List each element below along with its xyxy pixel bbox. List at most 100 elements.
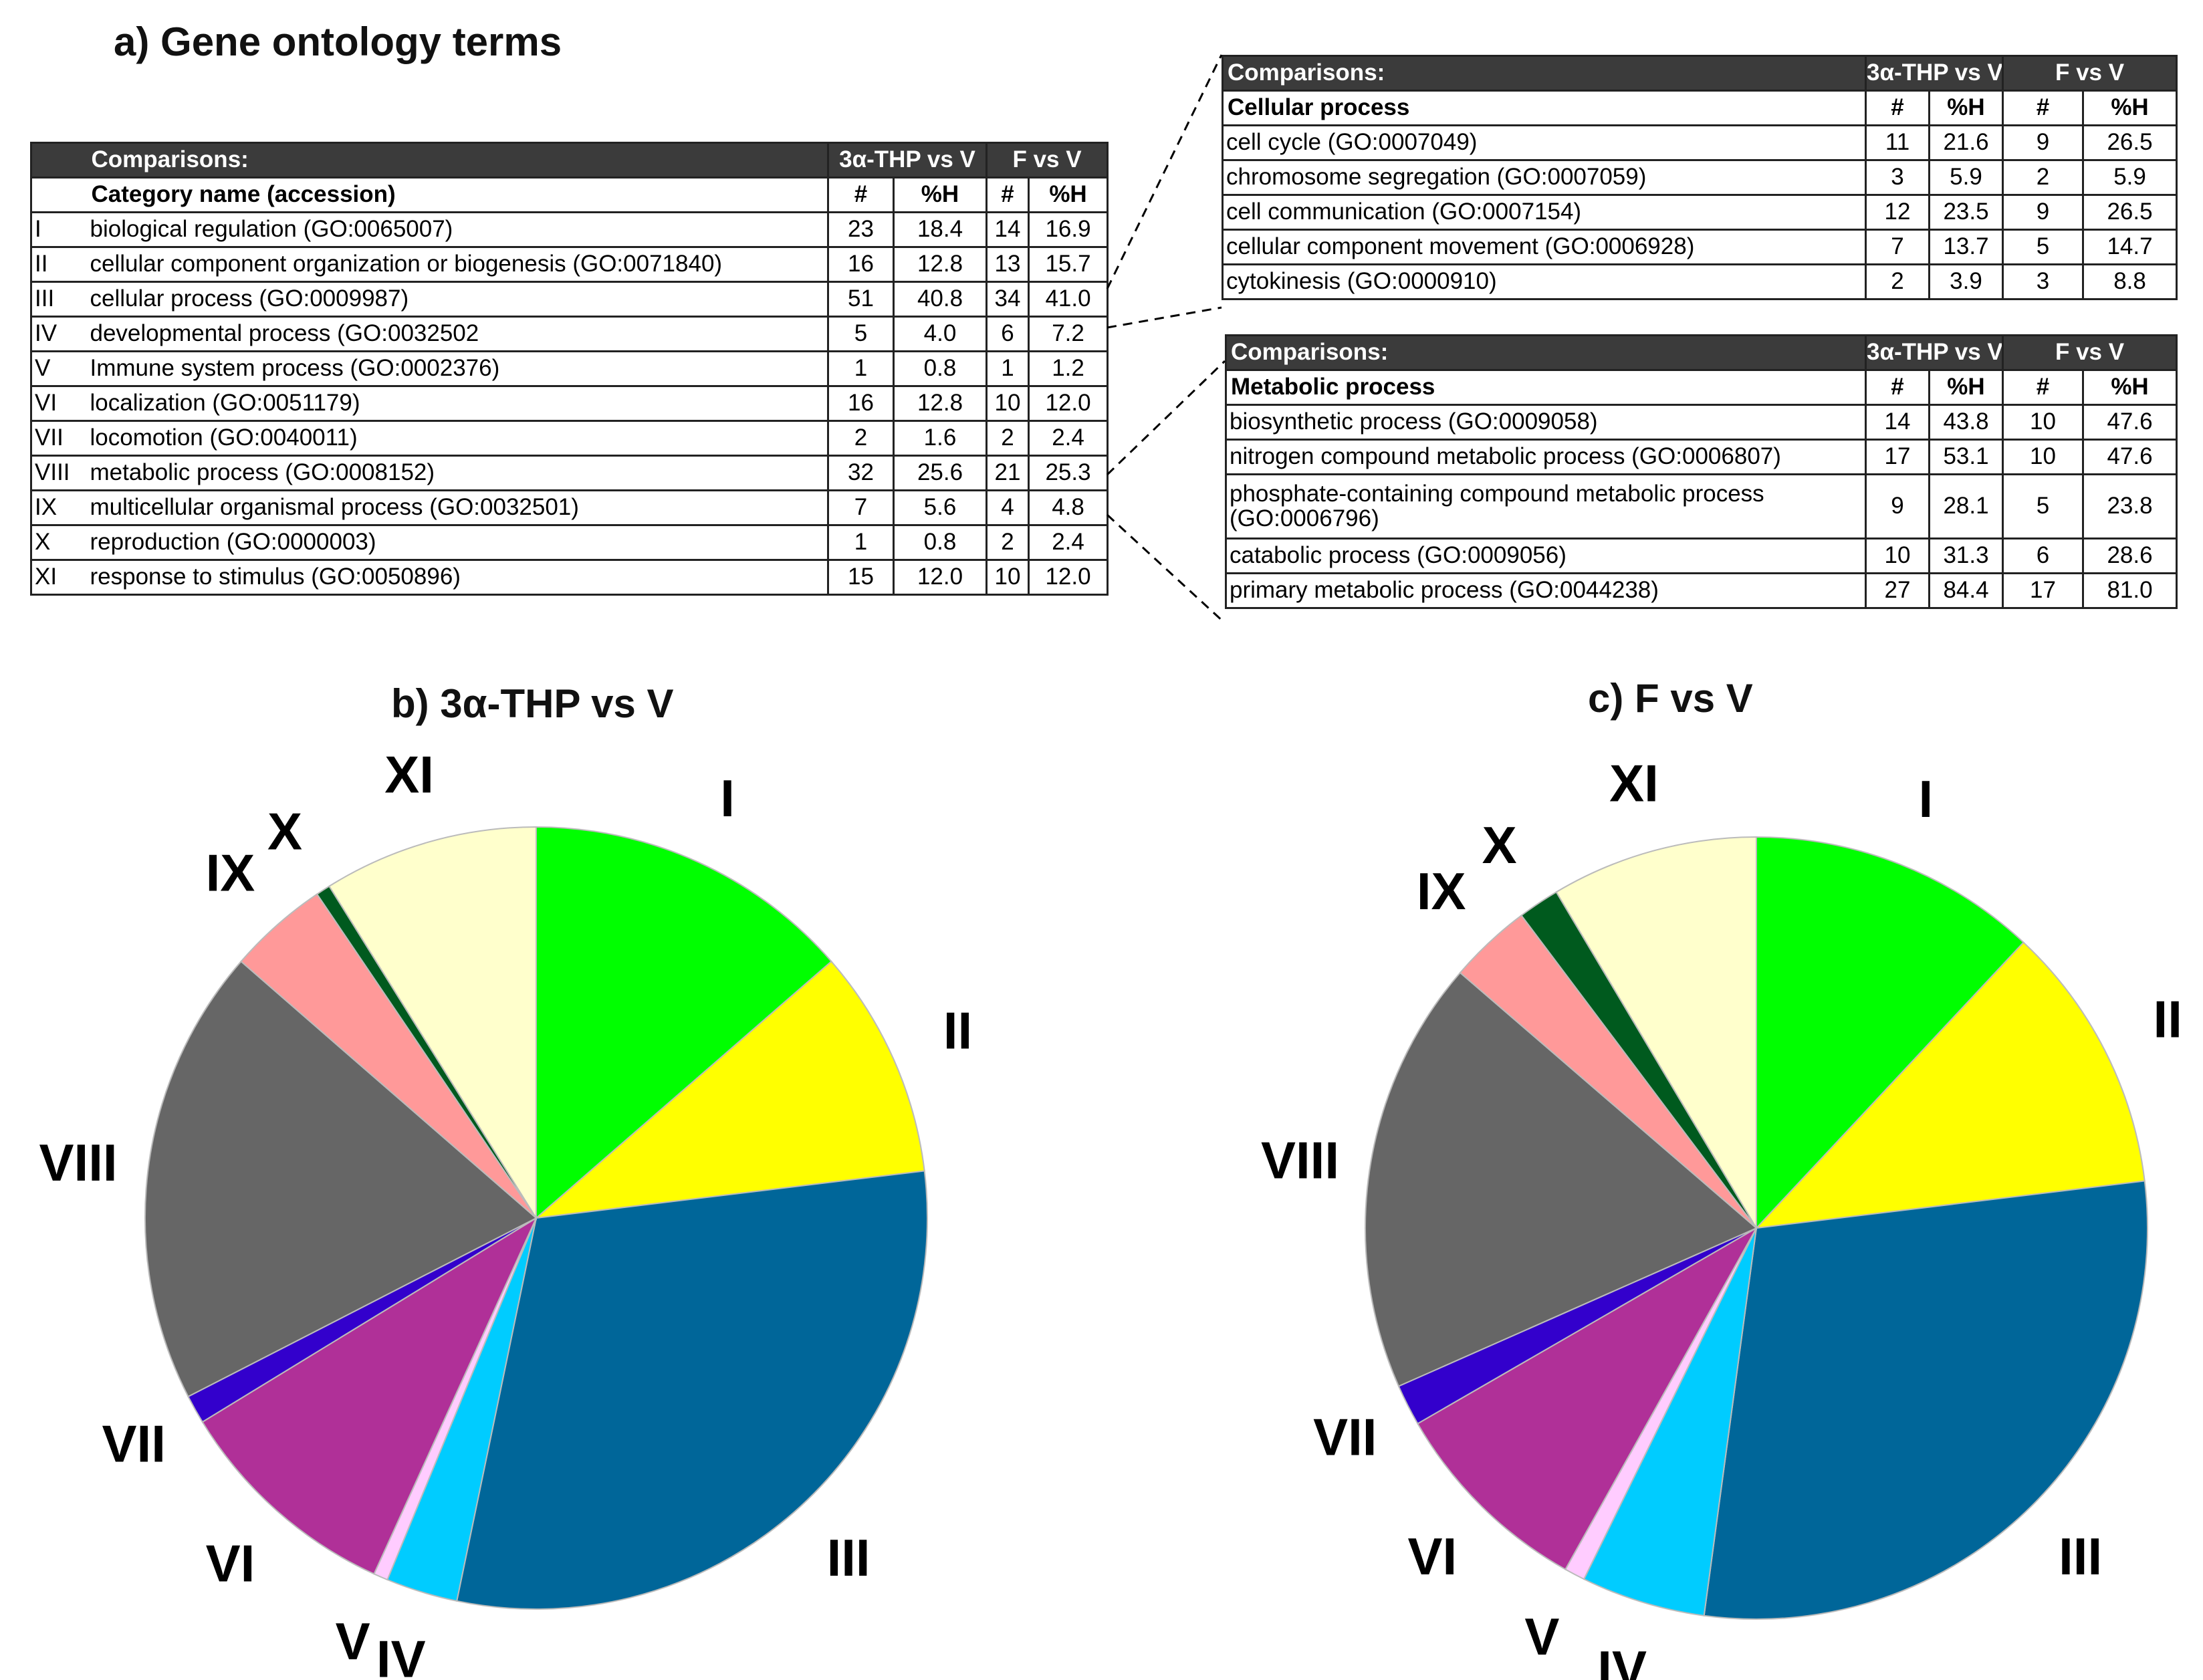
table-header-row: Comparisons: 3α-THP vs V F vs V: [30, 142, 1109, 178]
row-percent-f: 47.6: [2082, 439, 2178, 475]
row-count-f: 10: [985, 385, 1030, 422]
subheader-n1: #: [1865, 369, 1930, 406]
row-category-name: response to stimulus (GO:0050896): [87, 559, 829, 596]
row-percent-f: 81.0: [2082, 572, 2178, 609]
row-roman: V: [30, 350, 88, 387]
pie-label-ii: II: [943, 1001, 972, 1060]
subheader-n2: #: [985, 176, 1030, 213]
row-percent-3a-thp: 21.6: [1928, 124, 2004, 161]
row-count-f: 10: [2002, 439, 2085, 475]
header-group2: F vs V: [2002, 334, 2178, 371]
row-percent-3a-thp: 18.4: [892, 211, 988, 248]
header-group2: F vs V: [985, 142, 1109, 178]
row-category-name: locomotion (GO:0040011): [87, 420, 829, 457]
row-count-3a-thp: 27: [1865, 572, 1930, 609]
row-category-name: phosphate-containing compound metabolic …: [1225, 473, 1867, 539]
row-roman: I: [30, 211, 88, 248]
subheader-n2: #: [2002, 369, 2085, 406]
row-count-f: 10: [2002, 404, 2085, 441]
row-percent-3a-thp: 12.8: [892, 385, 988, 422]
subheader-category: Category name (accession): [87, 176, 829, 213]
row-count-3a-thp: 32: [827, 455, 895, 491]
row-count-f: 10: [985, 559, 1030, 596]
pie-slice-xi: [1555, 836, 1757, 1231]
row-count-f: 3: [2002, 263, 2085, 300]
header-comparisons: Comparisons:: [1222, 55, 1867, 92]
row-percent-f: 12.0: [1028, 385, 1109, 422]
connector-line-metabolic-bottom: [1106, 513, 1226, 624]
row-percent-f: 4.8: [1028, 489, 1109, 526]
row-category-name: Immune system process (GO:0002376): [87, 350, 829, 387]
table-subheader-row: Metabolic process # %H # %H: [1225, 369, 2178, 406]
table-row: cellular component movement (GO:0006928)…: [1222, 229, 2178, 265]
row-percent-f: 26.5: [2082, 194, 2178, 231]
subheader-h2: %H: [2082, 369, 2178, 406]
header-comparisons: Comparisons:: [1225, 334, 1867, 371]
connector-line-cellular-bottom: [1107, 306, 1222, 329]
row-percent-f: 12.0: [1028, 559, 1109, 596]
pie-slice-ii: [534, 960, 925, 1219]
pie-label-vii: VII: [1313, 1407, 1377, 1466]
row-category-name: reproduction (GO:0000003): [87, 524, 829, 561]
pie-label-i: I: [720, 769, 735, 828]
pie-label-viii: VIII: [39, 1133, 118, 1192]
pie-slice-i: [536, 826, 832, 1220]
row-category-name: chromosome segregation (GO:0007059): [1222, 159, 1867, 196]
table-header-row: Comparisons: 3α-THP vs V F vs V: [1222, 55, 2178, 92]
table-row: VI localization (GO:0051179) 16 12.8 10 12.0: [30, 385, 1109, 422]
row-count-3a-thp: 1: [827, 350, 895, 387]
row-roman: X: [30, 524, 88, 561]
row-roman: IV: [30, 316, 88, 352]
connector-line-cellular-top: [1106, 54, 1223, 289]
header-group2: F vs V: [2002, 55, 2178, 92]
table-row: cytokinesis (GO:0000910) 2 3.9 3 8.8: [1222, 263, 2178, 300]
pie-slice-viii: [1365, 971, 1758, 1387]
row-count-f: 9: [2002, 194, 2085, 231]
row-percent-3a-thp: 0.8: [892, 524, 988, 561]
row-category-name: cellular component movement (GO:0006928): [1222, 229, 1867, 265]
cellular-process-table: Comparisons: 3α-THP vs V F vs V Cellular…: [1222, 55, 2178, 300]
figure-title-c: c) F vs V: [1588, 676, 1753, 721]
row-percent-f: 15.7: [1028, 246, 1109, 283]
table-row: II cellular component organization or bio…: [30, 246, 1109, 283]
row-roman: IX: [30, 489, 88, 526]
subheader-h2: %H: [2082, 90, 2178, 126]
row-percent-3a-thp: 5.6: [892, 489, 988, 526]
table-row: IV developmental process (GO:0032502 5 4.0 6…: [30, 316, 1109, 352]
row-category-name: cellular component organization or bioge…: [87, 246, 829, 283]
connector-lines: [1106, 54, 1226, 624]
row-count-f: 2: [985, 524, 1030, 561]
row-percent-f: 26.5: [2082, 124, 2178, 161]
row-percent-f: 47.6: [2082, 404, 2178, 441]
pie-label-x: X: [1482, 816, 1517, 874]
row-count-3a-thp: 16: [827, 385, 895, 422]
pie-slice-xi: [328, 826, 537, 1221]
row-roman: XI: [30, 559, 88, 596]
row-roman: VI: [30, 385, 88, 422]
metabolic-process-table: Comparisons: 3α-THP vs V F vs V Metaboli…: [1225, 334, 2178, 609]
header-spacer: [30, 142, 88, 178]
row-count-f: 14: [985, 211, 1030, 248]
row-percent-f: 14.7: [2082, 229, 2178, 265]
header-group1: 3α-THP vs V: [1864, 334, 2004, 371]
row-percent-3a-thp: 53.1: [1928, 439, 2004, 475]
table-row: IX multicellular organismal process (GO:0…: [30, 489, 1109, 526]
row-percent-f: 2.4: [1028, 420, 1109, 457]
row-percent-3a-thp: 43.8: [1928, 404, 2004, 441]
row-roman: VII: [30, 420, 88, 457]
subheader-h1: %H: [1928, 369, 2004, 406]
row-category-name: cell communication (GO:0007154): [1222, 194, 1867, 231]
row-category-name: nitrogen compound metabolic process (GO:…: [1225, 439, 1867, 475]
subheader-n1: #: [1865, 90, 1930, 126]
pie-label-v: V: [1524, 1607, 1559, 1666]
subheader-spacer: [30, 176, 88, 213]
table-row: VII locomotion (GO:0040011) 2 1.6 2 2.4: [30, 420, 1109, 457]
row-category-name: multicellular organismal process (GO:003…: [87, 489, 829, 526]
pie-slice-ii: [1754, 941, 2146, 1229]
row-percent-3a-thp: 12.0: [892, 559, 988, 596]
pie-label-vi: VI: [206, 1534, 255, 1592]
pie-slice-iv: [1583, 1227, 1757, 1616]
pie-label-v: V: [336, 1612, 370, 1671]
